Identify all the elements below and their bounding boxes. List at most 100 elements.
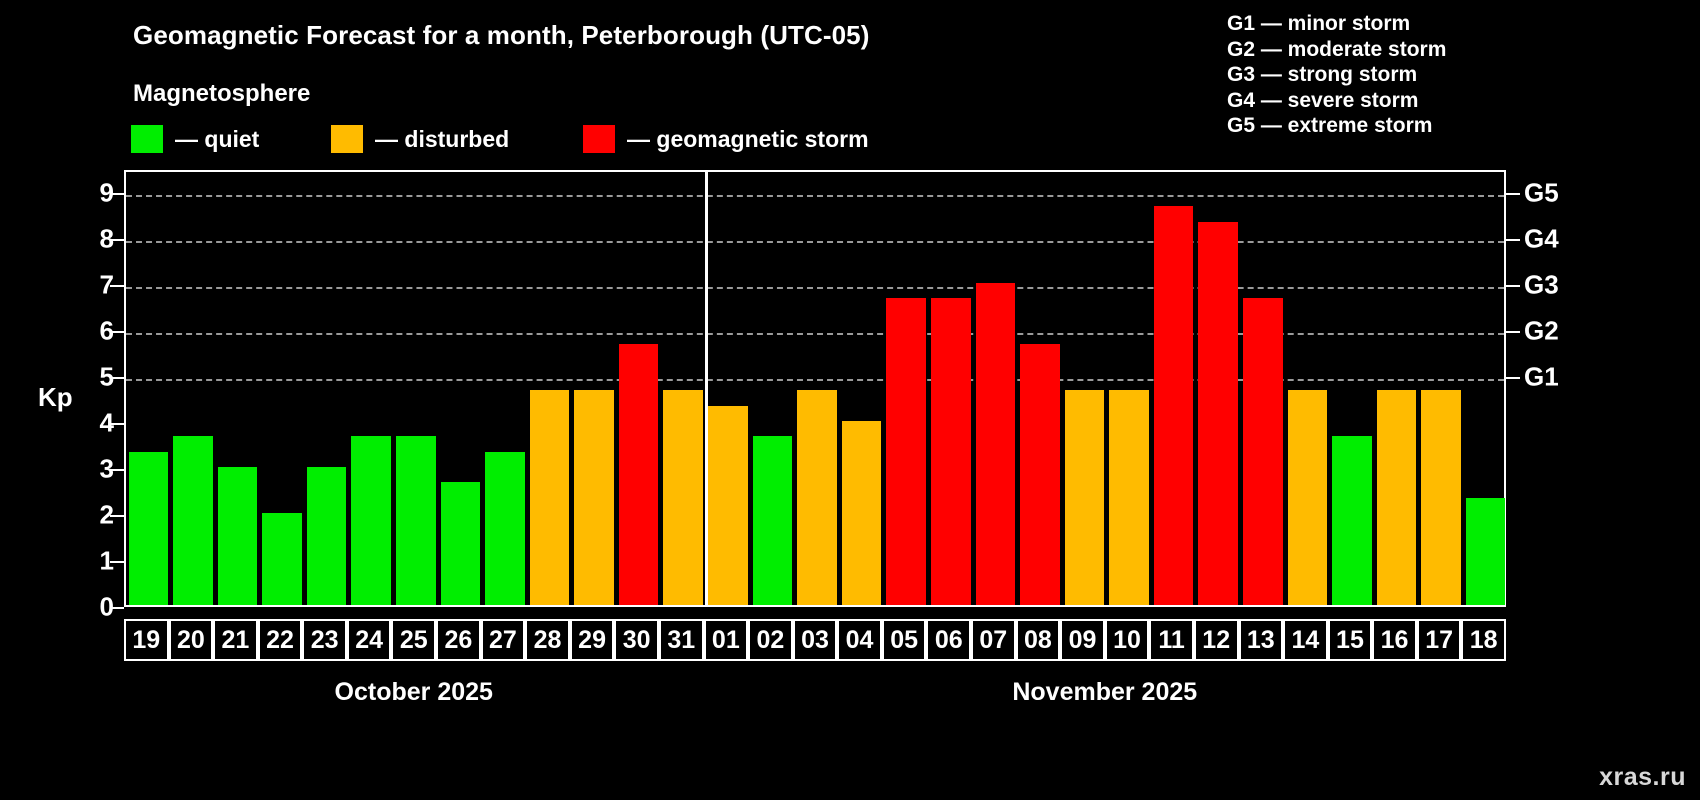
bar-09 bbox=[1064, 390, 1105, 605]
month-label-october: October 2025 bbox=[334, 678, 493, 706]
gridline-kp-5 bbox=[126, 379, 1504, 381]
date-cell-08[interactable]: 08 bbox=[1015, 619, 1061, 661]
y-tick-mark-4 bbox=[110, 423, 124, 425]
y-tick-label-7: 7 bbox=[99, 269, 114, 300]
g-scale-line-3: G3 — strong storm bbox=[1227, 63, 1418, 86]
date-cell-21[interactable]: 21 bbox=[213, 619, 258, 661]
bar-21 bbox=[217, 467, 258, 605]
g-tick-label-G3: G3 bbox=[1524, 269, 1559, 300]
g-tick-label-G2: G2 bbox=[1524, 315, 1559, 346]
bar-19 bbox=[128, 451, 169, 605]
y-tick-mark-3 bbox=[110, 469, 124, 471]
bar-28 bbox=[529, 390, 570, 605]
bar-05 bbox=[886, 298, 926, 605]
date-cell-23[interactable]: 23 bbox=[302, 619, 347, 661]
date-cell-28[interactable]: 28 bbox=[525, 619, 570, 661]
g-tick-label-G1: G1 bbox=[1524, 361, 1559, 392]
page-title: Geomagnetic Forecast for a month, Peterb… bbox=[133, 20, 870, 50]
date-cell-19[interactable]: 19 bbox=[124, 619, 169, 661]
y-tick-label-3: 3 bbox=[99, 453, 114, 484]
date-cell-09[interactable]: 09 bbox=[1060, 619, 1105, 661]
bar-01 bbox=[708, 405, 748, 605]
bar-22 bbox=[262, 513, 302, 605]
bar-27 bbox=[485, 451, 525, 605]
y-tick-mark-7 bbox=[110, 285, 124, 287]
date-cell-04[interactable]: 04 bbox=[837, 619, 882, 661]
g-scale-line-5: G5 — extreme storm bbox=[1227, 114, 1433, 137]
legend-item-disturbed: — disturbed bbox=[331, 125, 509, 153]
y-tick-mark-8 bbox=[110, 239, 124, 241]
date-cell-03[interactable]: 03 bbox=[792, 619, 838, 661]
date-cell-24[interactable]: 24 bbox=[346, 619, 392, 661]
y-tick-label-0: 0 bbox=[99, 591, 114, 622]
gridline-kp-8 bbox=[126, 241, 1504, 243]
bar-30 bbox=[618, 344, 659, 605]
date-cell-16[interactable]: 16 bbox=[1372, 619, 1417, 661]
date-cell-27[interactable]: 27 bbox=[480, 619, 526, 661]
bar-15 bbox=[1332, 436, 1372, 605]
legend-label-quiet: — quiet bbox=[175, 125, 260, 152]
bar-07 bbox=[975, 283, 1016, 605]
y-tick-label-2: 2 bbox=[99, 499, 114, 530]
plot-area bbox=[124, 170, 1506, 607]
gridline-kp-7 bbox=[126, 287, 1504, 289]
date-cell-05[interactable]: 05 bbox=[881, 619, 927, 661]
bar-10 bbox=[1109, 390, 1149, 605]
g-tick-label-G4: G4 bbox=[1524, 223, 1559, 254]
date-cell-14[interactable]: 14 bbox=[1283, 619, 1328, 661]
bar-12 bbox=[1198, 221, 1238, 605]
bar-23 bbox=[306, 467, 347, 605]
date-cell-29[interactable]: 29 bbox=[569, 619, 615, 661]
g-tick-mark-G2 bbox=[1506, 331, 1520, 333]
bar-31 bbox=[663, 390, 704, 605]
bar-02 bbox=[752, 436, 793, 605]
date-cell-01[interactable]: 01 bbox=[703, 619, 749, 661]
g-scale-legend: G1 — minor storm G2 — moderate storm G3 — … bbox=[1227, 11, 1446, 139]
y-tick-mark-9 bbox=[110, 193, 124, 195]
month-divider bbox=[704, 172, 708, 605]
date-cell-11[interactable]: 11 bbox=[1149, 619, 1194, 661]
bar-29 bbox=[574, 390, 614, 605]
legend-label-storm: — geomagnetic storm bbox=[627, 125, 869, 152]
date-cell-12[interactable]: 12 bbox=[1193, 619, 1239, 661]
legend-swatch-quiet-icon bbox=[131, 125, 163, 153]
date-cell-25[interactable]: 25 bbox=[391, 619, 437, 661]
bar-13 bbox=[1243, 298, 1283, 605]
date-cell-10[interactable]: 10 bbox=[1104, 619, 1150, 661]
magnetosphere-label: Magnetosphere bbox=[133, 80, 311, 107]
bar-24 bbox=[351, 436, 391, 605]
date-cell-22[interactable]: 22 bbox=[257, 619, 303, 661]
y-tick-mark-5 bbox=[110, 377, 124, 379]
date-cell-18[interactable]: 18 bbox=[1461, 619, 1506, 661]
y-tick-label-6: 6 bbox=[99, 315, 114, 346]
date-cell-26[interactable]: 26 bbox=[436, 619, 481, 661]
legend-label-disturbed: — disturbed bbox=[375, 125, 510, 152]
date-cell-07[interactable]: 07 bbox=[971, 619, 1016, 661]
bar-26 bbox=[440, 482, 481, 605]
legend-item-quiet: — quiet bbox=[131, 125, 259, 153]
date-cell-15[interactable]: 15 bbox=[1327, 619, 1373, 661]
legend-swatch-storm-icon bbox=[583, 125, 615, 153]
y-tick-label-8: 8 bbox=[99, 223, 114, 254]
y-tick-label-1: 1 bbox=[99, 545, 114, 576]
g-scale-line-1: G1 — minor storm bbox=[1227, 12, 1411, 35]
date-cell-17[interactable]: 17 bbox=[1416, 619, 1462, 661]
date-cell-13[interactable]: 13 bbox=[1238, 619, 1284, 661]
date-cell-02[interactable]: 02 bbox=[748, 619, 793, 661]
y-tick-mark-6 bbox=[110, 331, 124, 333]
bar-03 bbox=[797, 390, 837, 605]
bar-series bbox=[126, 172, 1506, 605]
date-cell-31[interactable]: 31 bbox=[658, 619, 704, 661]
bar-20 bbox=[173, 436, 213, 605]
bar-06 bbox=[930, 298, 971, 605]
y-tick-label-4: 4 bbox=[99, 407, 114, 438]
date-cell-06[interactable]: 06 bbox=[926, 619, 972, 661]
y-tick-mark-2 bbox=[110, 515, 124, 517]
bar-25 bbox=[395, 436, 436, 605]
date-cell-30[interactable]: 30 bbox=[614, 619, 659, 661]
y-axis-title: Kp bbox=[38, 382, 73, 412]
date-cell-20[interactable]: 20 bbox=[168, 619, 214, 661]
y-tick-mark-0 bbox=[110, 607, 124, 609]
bar-14 bbox=[1287, 390, 1328, 605]
